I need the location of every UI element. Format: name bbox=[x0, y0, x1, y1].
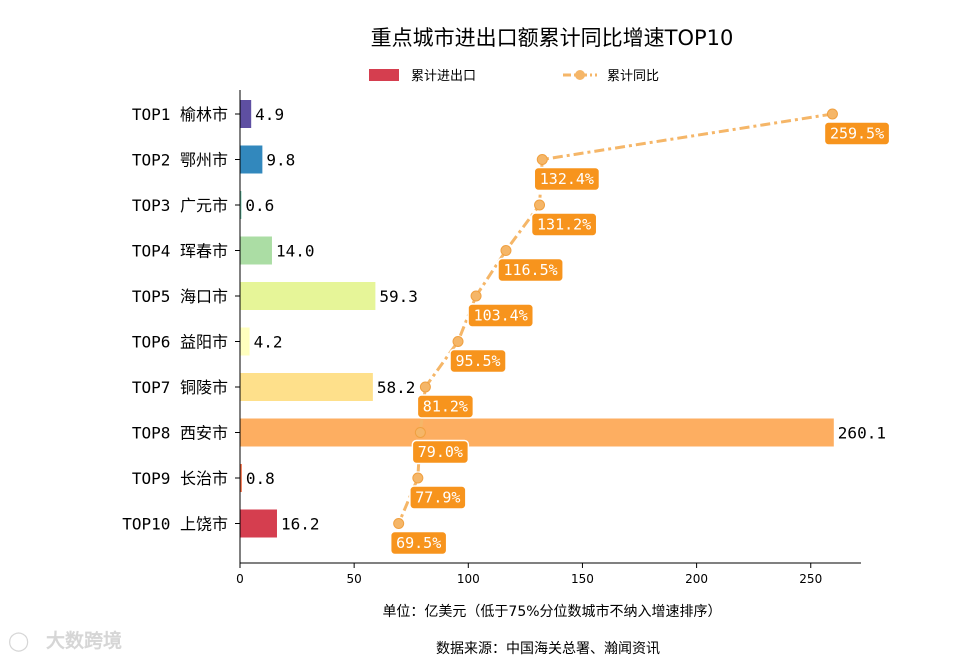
bar-value-label: 14.0 bbox=[276, 242, 315, 261]
bar bbox=[240, 191, 242, 219]
y-tick-label: TOP9 长治市 bbox=[132, 469, 228, 488]
y-tick-label: TOP5 海口市 bbox=[132, 287, 228, 306]
growth-label-box bbox=[533, 166, 601, 192]
legend: 累计进出口 累计同比 bbox=[369, 69, 659, 84]
legend-line-marker bbox=[575, 70, 585, 80]
growth-label-box bbox=[409, 485, 467, 510]
legend-bar-label: 累计进出口 bbox=[411, 69, 476, 84]
bar bbox=[240, 418, 834, 447]
bar-value-label: 9.8 bbox=[266, 151, 295, 170]
growth-point bbox=[419, 381, 431, 393]
y-tick-label: TOP4 珲春市 bbox=[132, 242, 228, 261]
axes: TOP1 榆林市 TOP2 鄂州市 TOP3 广元市 TOP4 珲春市 TOP5 海口市… bbox=[122, 90, 861, 586]
legend-bar-swatch bbox=[369, 69, 399, 81]
growth-label-box bbox=[416, 394, 475, 419]
x-tick-label: 0 bbox=[236, 572, 244, 586]
growth-label-box bbox=[411, 439, 470, 465]
bar-value-label: 58.2 bbox=[377, 378, 416, 397]
bar bbox=[240, 373, 373, 401]
growth-point bbox=[414, 427, 426, 438]
growth-point bbox=[534, 199, 546, 211]
bar bbox=[240, 327, 250, 356]
bar-value-label: 0.6 bbox=[245, 196, 274, 215]
source-note: 数据来源：中国海关总署、瀚闻资讯 bbox=[436, 641, 660, 657]
y-tick-label: TOP1 榆林市 bbox=[132, 105, 228, 124]
bar-value-label: 16.2 bbox=[281, 515, 320, 534]
growth-label: 116.5% bbox=[503, 261, 557, 279]
bar bbox=[240, 100, 252, 128]
x-tick-label: 150 bbox=[571, 572, 594, 586]
y-tick-label: TOP6 益阳市 bbox=[132, 333, 228, 352]
watermark-text: 大数跨境 bbox=[46, 629, 122, 652]
growth-point bbox=[412, 472, 424, 484]
bars-group: 4.9 9.8 0.6 14.0 59.3 4.2 58.2 260.1 0.8 16.2 bbox=[240, 100, 886, 538]
growth-point bbox=[536, 154, 548, 165]
watermark: ◯ 大数跨境 bbox=[8, 629, 122, 652]
growth-point bbox=[393, 518, 405, 529]
watermark-icon: ◯ bbox=[8, 630, 29, 652]
growth-point bbox=[826, 108, 838, 120]
y-tick-label: TOP8 西安市 bbox=[132, 424, 228, 443]
growth-label: 131.2% bbox=[537, 216, 591, 234]
growth-label-box bbox=[823, 121, 891, 146]
growth-label: 81.2% bbox=[423, 398, 468, 416]
growth-point bbox=[500, 245, 512, 256]
growth-label-box bbox=[530, 212, 598, 237]
x-tick-label: 100 bbox=[457, 572, 480, 586]
bar bbox=[240, 509, 277, 538]
growth-label-box bbox=[497, 257, 564, 283]
growth-label: 69.5% bbox=[396, 534, 441, 552]
growth-label: 79.0% bbox=[418, 443, 463, 461]
x-tick-label: 250 bbox=[799, 572, 822, 586]
bar-value-label: 4.9 bbox=[255, 105, 284, 124]
y-tick-label: TOP3 广元市 bbox=[132, 196, 228, 215]
bar bbox=[240, 236, 272, 265]
bar bbox=[240, 282, 376, 310]
growth-line-group: 259.5% 132.4% 131.2% 116.5% 103.4% 95.5% 81.2%… bbox=[389, 108, 891, 556]
growth-label: 259.5% bbox=[830, 125, 884, 143]
growth-label-box bbox=[449, 348, 507, 374]
x-tick-label: 200 bbox=[685, 572, 708, 586]
x-axis-title: 单位：亿美元（低于75%分位数城市不纳入增速排序） bbox=[382, 603, 721, 620]
growth-point bbox=[470, 290, 482, 302]
bar-value-label: 59.3 bbox=[379, 287, 418, 306]
growth-label: 132.4% bbox=[540, 170, 594, 188]
bar-value-label: 260.1 bbox=[838, 424, 886, 443]
y-tick-label: TOP2 鄂州市 bbox=[132, 151, 228, 170]
chart-title: 重点城市进出口额累计同比增速TOP10 bbox=[371, 26, 734, 50]
growth-label-box bbox=[389, 530, 448, 556]
x-tick-label: 50 bbox=[347, 572, 362, 586]
growth-label: 103.4% bbox=[474, 307, 528, 325]
bar bbox=[240, 145, 263, 174]
growth-point bbox=[452, 336, 464, 347]
growth-label-box bbox=[467, 303, 535, 328]
legend-line-label: 累计同比 bbox=[607, 69, 659, 84]
bar-value-label: 0.8 bbox=[246, 469, 275, 488]
growth-label: 95.5% bbox=[455, 352, 500, 370]
growth-label: 77.9% bbox=[415, 489, 460, 507]
bar-value-label: 4.2 bbox=[254, 333, 283, 352]
bar bbox=[240, 464, 242, 492]
y-tick-label: TOP7 铜陵市 bbox=[132, 378, 228, 397]
y-tick-label: TOP10 上饶市 bbox=[122, 515, 228, 534]
